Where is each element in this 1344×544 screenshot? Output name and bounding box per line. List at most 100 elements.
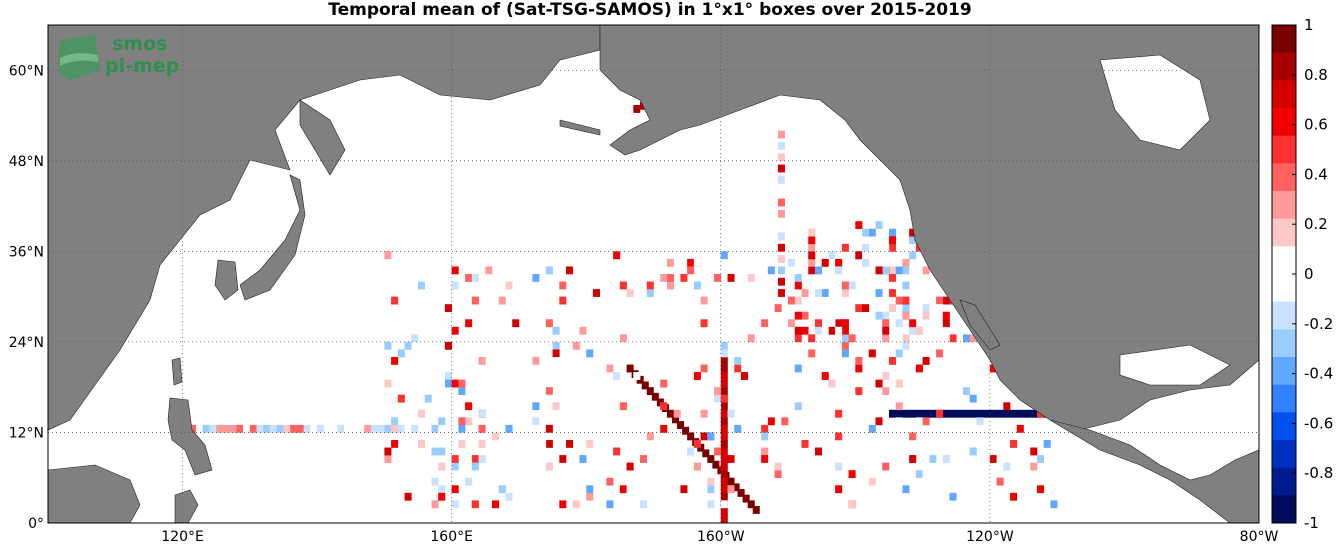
data-cell [559,500,567,509]
colorbar-tick-label: -0.4 [1304,365,1333,383]
colorbar-segment [1272,52,1296,81]
data-cell [431,477,439,486]
data-cell [458,424,466,433]
data-cell [922,304,930,313]
data-cell [424,424,432,433]
colorbar-tick-label: 0 [1304,265,1314,283]
data-cell [572,500,580,509]
data-cell [821,326,829,335]
data-cell [734,424,742,433]
data-cell [438,447,446,456]
data-cell [720,349,728,358]
data-cell [1036,455,1045,463]
data-cell [633,372,641,380]
data-cell [915,326,923,335]
data-cell [909,236,917,245]
data-cell [471,296,479,305]
data-cell [471,311,479,320]
data-cell [397,289,405,297]
data-cell [559,281,567,290]
data-cell [720,462,728,471]
y-tick-label: 48°N [9,154,44,170]
data-cell [909,251,917,260]
data-cell [693,372,701,380]
data-cell [902,243,910,252]
data-cell [808,349,816,358]
data-cell [619,455,627,463]
data-cell [875,417,883,426]
data-cell [485,281,493,290]
data-cell [788,296,796,305]
data-cell [929,455,937,463]
data-cell [888,289,896,297]
data-cell [902,304,910,313]
data-cell [290,424,298,433]
data-cell [936,349,944,358]
data-cell [458,440,466,448]
data-cell [835,266,843,275]
data-cell [532,274,540,282]
data-cell [444,372,452,380]
data-cell [767,266,775,275]
data-cell [714,387,722,396]
colorbar-tick-label: 0.2 [1304,215,1328,233]
data-cell [875,274,883,282]
data-cell [761,432,769,441]
data-cell [404,341,412,350]
data-cell [996,409,1004,418]
data-cell [707,477,715,486]
data-cell [236,424,244,433]
data-cell [317,424,325,433]
data-cell [848,470,856,479]
data-cell [915,319,923,328]
y-tick-label: 36°N [9,244,44,260]
data-cell [976,409,984,418]
data-cell [922,417,930,426]
data-cell [882,243,890,252]
data-cell [936,296,944,305]
data-cell [222,424,230,433]
data-cell [532,357,540,365]
data-cell [586,485,594,494]
data-cell [720,440,728,448]
data-cell [586,440,594,448]
data-cell [270,424,278,433]
data-cell [767,341,775,350]
data-cell [189,424,197,433]
data-cell [720,379,728,388]
data-cell [882,311,890,320]
data-cell [835,326,843,335]
gulf-of-mexico [1119,344,1231,386]
data-cell [465,274,473,282]
logo-line1: smos [112,33,167,55]
data-cell [323,424,331,433]
data-cell [438,424,446,433]
data-cells-layer [169,63,1092,523]
data-cell [848,334,856,343]
data-cell [740,372,748,380]
data-cell [438,462,446,471]
data-cell [777,266,785,275]
data-cell [693,440,701,448]
data-cell [808,258,816,267]
data-cell [936,409,944,418]
data-cell [592,289,600,297]
data-cell [707,455,715,463]
data-cell [902,296,910,305]
data-cell [888,500,896,509]
data-cell [693,394,701,403]
data-cell [451,455,459,463]
data-cell [835,409,843,418]
data-cell [989,409,997,418]
data-cell [424,394,432,403]
data-cell [875,311,883,320]
data-cell [788,319,796,328]
data-cell [969,447,977,456]
data-cell [1050,500,1058,509]
data-cell [949,409,957,418]
data-cell [761,447,769,456]
data-cell [915,409,923,418]
data-cell [498,379,506,388]
data-cell [962,387,971,396]
